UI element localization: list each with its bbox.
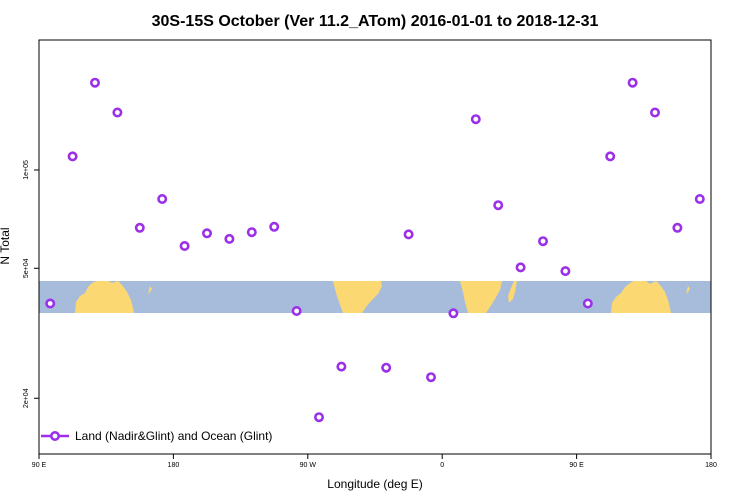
y-tick-label: 1e+05 — [23, 160, 30, 180]
data-point — [269, 221, 280, 232]
data-point — [360, 461, 367, 468]
data-point — [627, 77, 638, 88]
land-new-zealand-right — [686, 286, 690, 294]
points-layer — [45, 77, 705, 468]
data-point — [67, 151, 78, 162]
data-point — [582, 298, 593, 309]
data-point — [425, 372, 436, 383]
land-africa — [460, 281, 502, 313]
data-point — [202, 228, 213, 239]
x-tick-label: 90 E — [569, 462, 584, 469]
data-point — [515, 262, 526, 273]
x-axis-label: Longitude (deg E) — [327, 477, 422, 491]
data-point — [336, 361, 347, 372]
data-point — [493, 200, 504, 211]
chart-title: 30S-15S October (Ver 11.2_ATom) 2016-01-… — [152, 13, 599, 30]
x-tick-label: 0 — [440, 462, 444, 469]
land-australia-right — [611, 281, 671, 313]
data-point — [291, 305, 302, 316]
y-tick-label: 5e+04 — [23, 258, 30, 278]
data-point — [694, 194, 705, 205]
data-point — [560, 266, 571, 277]
data-point — [90, 77, 101, 88]
x-tick-label: 180 — [168, 462, 180, 469]
land-new-zealand-left — [148, 286, 152, 294]
data-point — [403, 229, 414, 240]
data-point — [537, 236, 548, 247]
land-south-america — [333, 281, 382, 313]
land-australia-left — [75, 281, 134, 313]
data-point — [112, 107, 123, 118]
data-point — [179, 241, 190, 252]
data-point — [45, 298, 56, 309]
y-axis: 1e+05 5e+04 2e+04 — [23, 160, 39, 408]
data-point — [157, 194, 168, 205]
data-point — [672, 222, 683, 233]
legend: Land (Nadir&Glint) and Ocean (Glint) — [41, 429, 272, 443]
land-madagascar — [508, 281, 517, 303]
plot-frame — [38, 39, 712, 455]
data-point — [605, 151, 616, 162]
data-point — [381, 362, 392, 373]
data-point — [470, 114, 481, 125]
map-strip — [39, 281, 711, 313]
x-tick-label: 180 — [705, 462, 717, 469]
data-point — [448, 308, 459, 319]
data-point — [649, 107, 660, 118]
legend-marker — [49, 430, 60, 441]
y-tick-label: 2e+04 — [23, 388, 30, 408]
data-point — [224, 233, 235, 244]
data-point — [134, 222, 145, 233]
data-point — [246, 227, 257, 238]
data-point — [313, 412, 324, 423]
x-tick-label: 90 E — [32, 462, 47, 469]
x-tick-label: 90 W — [300, 462, 317, 469]
x-axis: 90 E 180 90 W 0 90 E 180 — [32, 454, 717, 469]
legend-label: Land (Nadir&Glint) and Ocean (Glint) — [75, 429, 272, 443]
y-axis-label: N Total — [0, 227, 12, 264]
